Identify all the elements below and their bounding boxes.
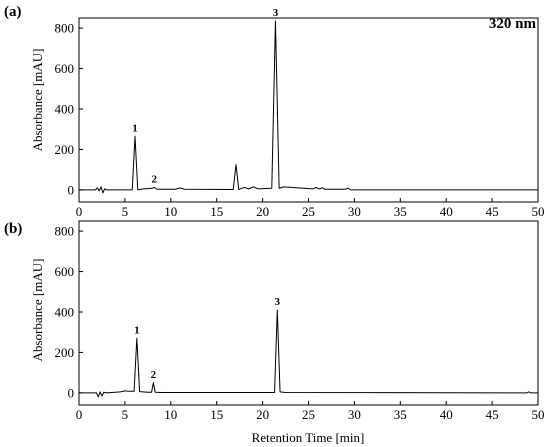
peak-label: 3 xyxy=(273,7,279,19)
x-tick-label: 0 xyxy=(76,407,83,422)
x-tick-label: 5 xyxy=(122,407,129,422)
x-tick-label: 35 xyxy=(394,407,407,422)
y-tick-label: 600 xyxy=(55,61,75,76)
x-tick-label: 40 xyxy=(440,204,453,219)
x-tick-label: 10 xyxy=(164,407,177,422)
x-tick-label: 50 xyxy=(532,407,545,422)
x-tick-label: 45 xyxy=(486,407,499,422)
x-tick-label: 40 xyxy=(440,407,453,422)
x-tick-label: 35 xyxy=(394,204,407,219)
y-tick-label: 800 xyxy=(55,224,75,239)
peak-label: 1 xyxy=(134,324,140,336)
panel-b: (b) Absorbance [mAU] Retention Time [min… xyxy=(4,220,545,445)
peak-label: 3 xyxy=(275,296,281,308)
x-tick-label: 25 xyxy=(302,407,315,422)
y-tick-label: 400 xyxy=(55,101,75,116)
x-tick-label: 50 xyxy=(532,204,545,219)
panel-label: (b) xyxy=(4,221,22,237)
plot-frame xyxy=(78,17,539,203)
x-tick-label: 30 xyxy=(348,204,361,219)
peak-label: 2 xyxy=(151,369,157,381)
x-tick-label: 30 xyxy=(348,407,361,422)
y-tick-label: 800 xyxy=(55,21,75,36)
x-tick-label: 0 xyxy=(76,204,83,219)
y-axis-label: Absorbance [mAU] xyxy=(30,49,45,152)
x-tick-label: 25 xyxy=(302,204,315,219)
x-axis-label: Retention Time [min] xyxy=(252,430,365,445)
y-tick-label: 200 xyxy=(55,345,75,360)
x-tick-label: 20 xyxy=(256,407,269,422)
series-line xyxy=(79,309,538,398)
x-tick-label: 10 xyxy=(164,204,177,219)
y-tick-label: 0 xyxy=(68,182,75,197)
y-tick-label: 600 xyxy=(55,264,75,279)
y-tick-label: 200 xyxy=(55,142,75,157)
wavelength-annotation: 320 nm xyxy=(489,16,537,32)
panel-label: (a) xyxy=(4,4,22,20)
x-tick-label: 45 xyxy=(486,204,499,219)
x-tick-label: 15 xyxy=(210,407,223,422)
panel-a: (a) 320 nm Absorbance [mAU] 0 5 10 15 20 25 30… xyxy=(4,4,545,219)
peak-label: 1 xyxy=(132,122,138,134)
y-axis-label: Absorbance [mAU] xyxy=(30,259,45,362)
series-line xyxy=(79,20,538,194)
plot-frame xyxy=(78,220,539,406)
peak-label: 2 xyxy=(152,173,158,185)
y-tick-label: 0 xyxy=(68,385,75,400)
x-tick-label: 15 xyxy=(210,204,223,219)
x-tick-label: 20 xyxy=(256,204,269,219)
x-tick-label: 5 xyxy=(122,204,129,219)
y-tick-label: 400 xyxy=(55,304,75,319)
